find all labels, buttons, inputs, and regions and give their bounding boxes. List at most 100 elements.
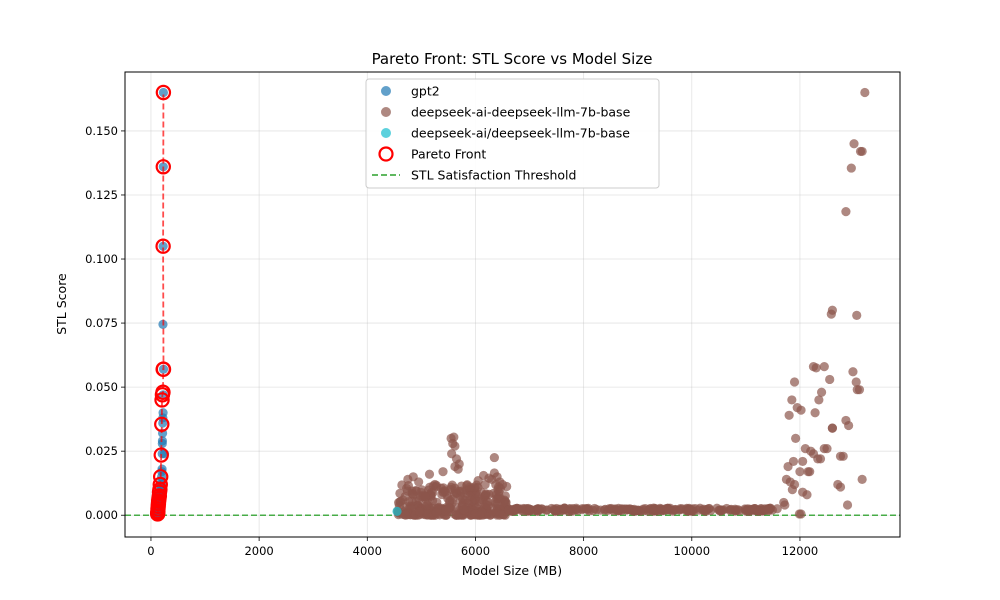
legend-label: STL Satisfaction Threshold — [411, 168, 576, 183]
deepseek-point — [592, 505, 602, 515]
deepseek-point — [857, 146, 867, 157]
deepseek-point — [459, 505, 469, 515]
deepseek-point — [483, 501, 493, 511]
deepseek-point — [827, 423, 837, 433]
deepseek-slash-point — [392, 506, 402, 516]
legend-marker — [381, 107, 391, 117]
x-tick-label: 10000 — [673, 544, 710, 558]
deepseek-point — [497, 479, 508, 490]
y-tick-label: 0.150 — [85, 124, 118, 138]
y-tick-label: 0.000 — [85, 508, 118, 522]
deepseek-point — [819, 444, 829, 454]
x-tick-label: 2000 — [244, 544, 273, 558]
pareto-front-marker — [155, 84, 172, 101]
legend-box — [365, 78, 660, 189]
deepseek-point — [849, 139, 859, 149]
x-tick-label: 8000 — [569, 544, 598, 558]
x-tick-label: 4000 — [353, 544, 382, 558]
pareto-front-marker — [155, 159, 171, 175]
x-tick-label: 12000 — [782, 544, 819, 558]
deepseek-point — [787, 395, 797, 405]
legend-label: deepseek-ai-deepseek-llm-7b-base — [411, 105, 631, 120]
x-axis-label: Model Size (MB) — [462, 563, 562, 578]
deepseek-point — [805, 467, 815, 477]
deepseek-point — [852, 310, 862, 320]
deepseek-point — [420, 491, 430, 502]
deepseek-point — [802, 490, 812, 500]
gpt2-point — [158, 87, 168, 98]
gpt2-point — [158, 241, 168, 251]
deepseek-point — [402, 502, 412, 512]
deepseek-point — [747, 505, 757, 515]
y-tick-label: 0.100 — [85, 252, 118, 266]
deepseek-point — [780, 500, 790, 510]
deepseek-point — [675, 504, 686, 514]
deepseek-point — [447, 480, 457, 490]
deepseek-point — [784, 410, 794, 420]
deepseek-point — [430, 479, 440, 490]
deepseek-point — [819, 362, 829, 372]
chart-title: Pareto Front: STL Score vs Model Size — [372, 50, 653, 68]
deepseek-point — [489, 452, 499, 463]
deepseek-point — [760, 504, 770, 514]
deepseek-point — [772, 504, 782, 514]
deepseek-point — [492, 494, 502, 504]
gpt2-point — [157, 438, 167, 449]
pareto-front-line — [156, 92, 165, 514]
deepseek-point — [649, 506, 659, 516]
x-tick-label: 0 — [147, 544, 154, 558]
deepseek-point — [441, 506, 451, 516]
deepseek-point — [860, 87, 870, 98]
pareto-front-marker — [152, 476, 168, 493]
deepseek-point — [798, 456, 808, 467]
deepseek-point — [795, 467, 805, 477]
deepseek-point — [501, 498, 511, 508]
deepseek-point — [816, 387, 827, 397]
deepseek-point — [666, 505, 676, 515]
deepseek-point — [791, 433, 801, 443]
deepseek-point — [848, 367, 858, 377]
legend-label: Pareto Front — [411, 147, 486, 162]
deepseek-point — [685, 505, 696, 515]
deepseek-point — [465, 482, 475, 492]
legend: gpt2 deepseek-ai-deepseek-llm-7b-base deep… — [365, 78, 660, 189]
y-axis-label: STL Score — [54, 273, 69, 335]
legend-label: deepseek-ai/deepseek-llm-7b-base — [411, 126, 630, 141]
deepseek-point — [422, 500, 432, 510]
deepseek-point — [633, 505, 643, 515]
deepseek-point — [470, 494, 480, 504]
deepseek-point — [475, 510, 485, 520]
deepseek-point — [844, 420, 854, 431]
deepseek-point — [725, 505, 735, 515]
pareto-front-marker — [154, 416, 170, 432]
pareto-front-marker — [155, 238, 171, 254]
deepseek-point — [814, 395, 824, 405]
deepseek-point — [851, 377, 861, 387]
deepseek-point — [841, 207, 851, 217]
pareto-front-marker — [153, 447, 169, 463]
axis-ticks: 0 2000 4000 6000 8000 10000 12000 0.000 0.025 0.0… — [85, 124, 818, 558]
deepseek-point — [714, 505, 725, 515]
deepseek-point — [450, 509, 460, 520]
deepseek-point — [617, 504, 627, 514]
deepseek-point — [508, 504, 519, 514]
deepseek-point — [447, 449, 457, 459]
deepseek-point — [431, 508, 441, 518]
deepseek-point — [789, 377, 800, 387]
deepseek-point — [478, 470, 489, 481]
deepseek-point — [846, 163, 856, 173]
deepseek-point — [438, 467, 448, 477]
deepseek-point — [854, 385, 865, 395]
deepseek-point — [796, 509, 806, 519]
deepseek-point — [524, 506, 535, 516]
deepseek-point — [701, 505, 711, 516]
deepseek-point — [857, 474, 867, 484]
y-tick-label: 0.075 — [85, 316, 118, 330]
deepseek-point — [808, 449, 819, 459]
gpt2-point — [158, 418, 168, 428]
x-tick-label: 6000 — [461, 544, 490, 558]
deepseek-point — [694, 505, 704, 515]
deepseek-point — [603, 505, 613, 515]
deepseek-point — [450, 441, 460, 451]
